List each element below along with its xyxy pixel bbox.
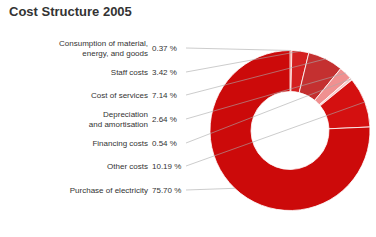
svg-text:Staff costs: Staff costs	[111, 68, 148, 77]
svg-text:2.64 %: 2.64 %	[152, 115, 177, 124]
svg-text:0.37 %: 0.37 %	[152, 44, 177, 53]
svg-text:Depreciationand amortisation: Depreciationand amortisation	[89, 110, 148, 129]
svg-text:Cost of services: Cost of services	[91, 91, 148, 100]
svg-text:0.54 %: 0.54 %	[152, 139, 177, 148]
svg-text:7.14 %: 7.14 %	[152, 91, 177, 100]
svg-text:Financing costs: Financing costs	[92, 139, 148, 148]
html-text:Cost Structure 2005: Cost Structure 2005	[9, 4, 132, 19]
svg-text:75.70 %: 75.70 %	[152, 186, 181, 195]
svg-text:Other costs: Other costs	[107, 162, 148, 171]
svg-text:10.19 %: 10.19 %	[152, 162, 181, 171]
svg-text:Purchase of electricity: Purchase of electricity	[70, 186, 148, 195]
svg-text:Consumption of material,energy: Consumption of material,energy, and good…	[59, 39, 148, 58]
svg-text:3.42 %: 3.42 %	[152, 68, 177, 77]
